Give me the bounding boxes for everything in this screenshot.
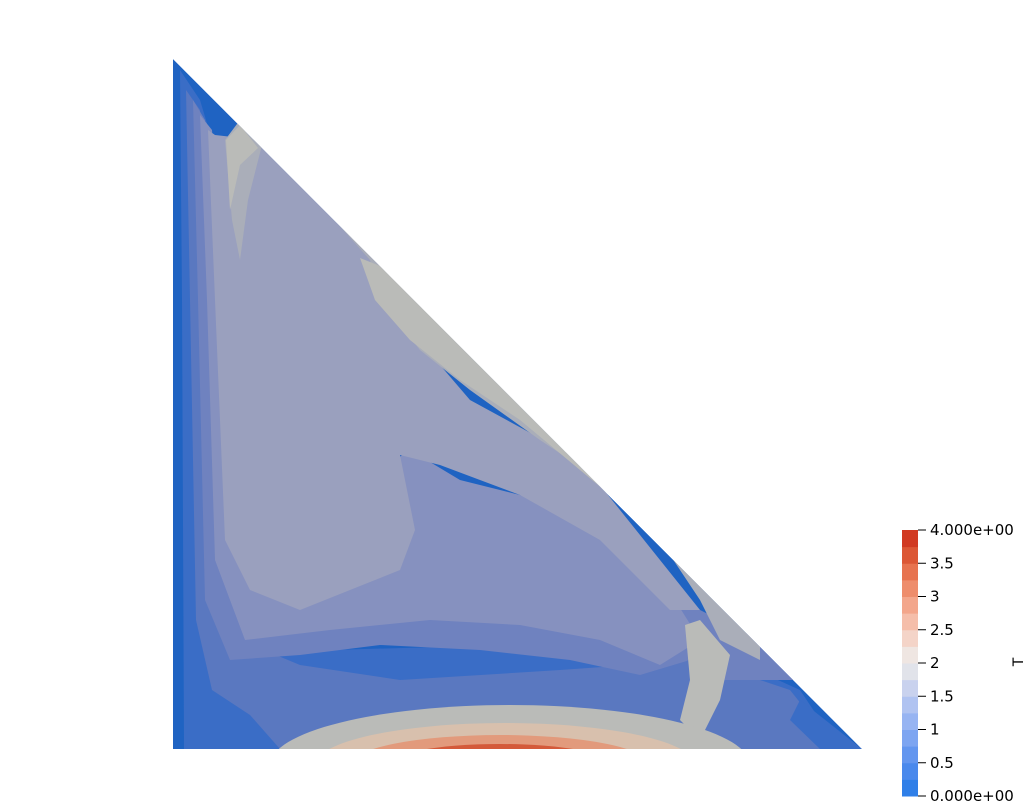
- colorbar-swatch: [902, 713, 918, 730]
- colorbar-swatch: [902, 563, 918, 580]
- colorbar-tick-label: 3.5: [930, 554, 954, 572]
- colorbar-swatch: [902, 746, 918, 763]
- colorbar-swatch: [902, 646, 918, 663]
- colorbar-tick-label: 2.5: [930, 621, 954, 639]
- hot-spot-warm-4: [415, 751, 585, 783]
- colorbar-swatch: [902, 763, 918, 780]
- colorbar-tick-label: 3: [930, 588, 940, 606]
- colorbar-swatch: [902, 530, 918, 547]
- colorbar-tick-label: 1: [930, 721, 940, 739]
- colorbar-swatch: [902, 663, 918, 680]
- colorbar-swatch: [902, 730, 918, 747]
- colorbar-tick-label: 1.5: [930, 687, 954, 705]
- colorbar-title: T: [1011, 657, 1027, 667]
- colorbar-tick-label: 0.000e+00: [930, 787, 1014, 805]
- colorbar: 4.000e+00 3.5 3 2.5 2 1.5 1 0.5 0.000e+00 T: [902, 521, 1027, 805]
- colorbar-swatch: [902, 630, 918, 647]
- colorbar-swatch: [902, 597, 918, 614]
- colorbar-tick-label: 4.000e+00: [930, 521, 1014, 539]
- colorbar-swatch: [902, 580, 918, 597]
- colorbar-swatch: [902, 547, 918, 564]
- colorbar-swatch: [902, 696, 918, 713]
- colorbar-tick-label: 0.5: [930, 754, 954, 772]
- colorbar-swatch: [902, 613, 918, 630]
- contour-plot[interactable]: [173, 59, 862, 808]
- hot-spot-warm-3: [385, 744, 615, 788]
- colorbar-swatch: [902, 680, 918, 697]
- colorbar-swatches: [902, 530, 918, 797]
- colorbar-tick-label: 2: [930, 654, 940, 672]
- colorbar-ticks: 4.000e+00 3.5 3 2.5 2 1.5 1 0.5 0.000e+00: [918, 521, 1014, 805]
- colorbar-swatch: [902, 779, 918, 796]
